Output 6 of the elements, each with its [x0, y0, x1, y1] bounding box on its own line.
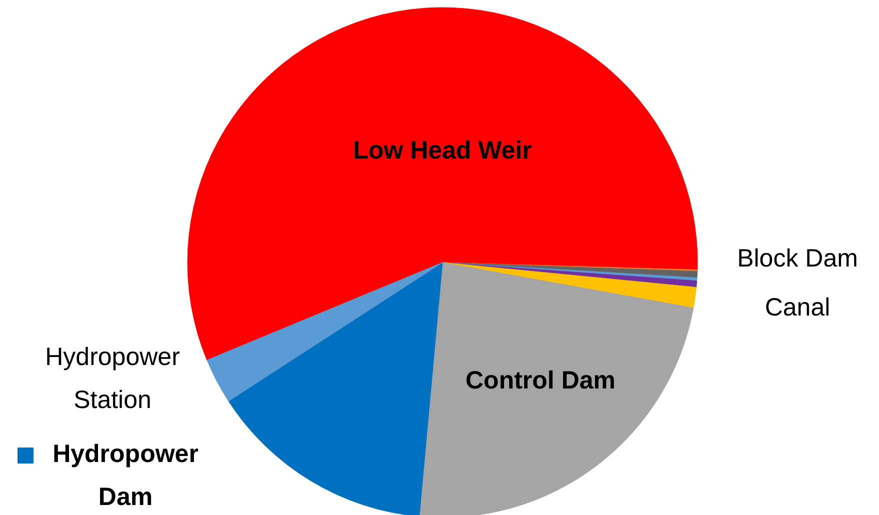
slice-label: Block Dam	[737, 244, 858, 272]
slice-label: Hydropower Station	[45, 342, 180, 414]
slice-label: Canal	[764, 294, 830, 322]
legend-label: Hydropower Dam	[52, 440, 199, 512]
slice-label: Control Dam	[466, 366, 616, 394]
slice-label: Low Head Weir	[353, 136, 532, 164]
